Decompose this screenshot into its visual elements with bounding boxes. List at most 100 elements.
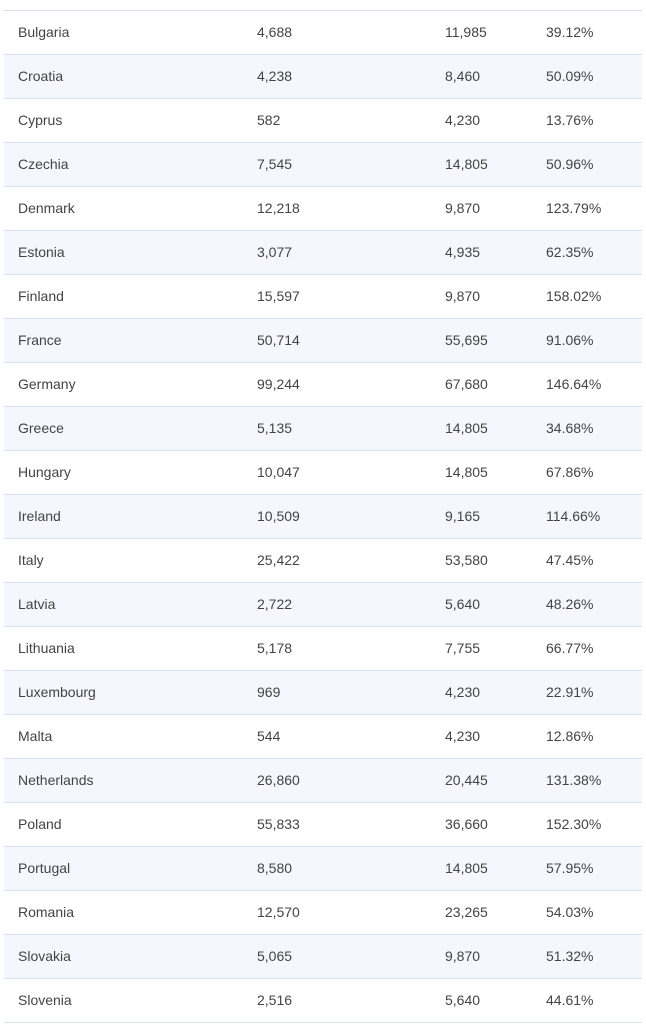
value-cell: 4,230: [445, 112, 481, 128]
table-row: Luxembourg 969 4,230 22.91%: [4, 671, 642, 715]
value-cell: 5,640: [445, 596, 481, 612]
table-row: Greece 5,135 14,805 34.68%: [4, 407, 642, 451]
table-row: France 50,714 55,695 91.06%: [4, 319, 642, 363]
country-cell: Luxembourg: [18, 684, 96, 700]
value-cell: 5,178: [257, 640, 293, 656]
table-row: Finland 15,597 9,870 158.02%: [4, 275, 642, 319]
value-cell: 969: [257, 684, 281, 700]
value-cell: 10,509: [257, 508, 300, 524]
country-cell: Malta: [18, 728, 53, 744]
percentage-cell: 48.26%: [546, 596, 594, 612]
country-cell: Czechia: [18, 156, 69, 172]
table-row: Poland 55,833 36,660 152.30%: [4, 803, 642, 847]
value-cell: 10,047: [257, 464, 300, 480]
value-cell: 8,580: [257, 860, 293, 876]
percentage-cell: 123.79%: [546, 200, 602, 216]
country-cell: Poland: [18, 816, 62, 832]
table-row: Estonia 3,077 4,935 62.35%: [4, 231, 642, 275]
percentage-cell: 39.12%: [546, 24, 594, 40]
value-cell: 2,722: [257, 596, 293, 612]
country-cell: Ireland: [18, 508, 61, 524]
value-cell: 5,640: [445, 992, 481, 1008]
value-cell: 7,755: [445, 640, 481, 656]
table-row: Hungary 10,047 14,805 67.86%: [4, 451, 642, 495]
value-cell: 23,265: [445, 904, 488, 920]
percentage-cell: 51.32%: [546, 948, 594, 964]
country-cell: Cyprus: [18, 112, 63, 128]
value-cell: 7,545: [257, 156, 293, 172]
value-cell: 4,935: [445, 244, 481, 260]
value-cell: 4,230: [445, 728, 481, 744]
percentage-cell: 50.96%: [546, 156, 594, 172]
table-row: Czechia 7,545 14,805 50.96%: [4, 143, 642, 187]
value-cell: 5,135: [257, 420, 293, 436]
value-cell: 14,805: [445, 156, 488, 172]
table-row: Croatia 4,238 8,460 50.09%: [4, 55, 642, 99]
percentage-cell: 146.64%: [546, 376, 602, 392]
table-row: Malta 544 4,230 12.86%: [4, 715, 642, 759]
percentage-cell: 50.09%: [546, 68, 594, 84]
value-cell: 2,516: [257, 992, 293, 1008]
country-cell: Portugal: [18, 860, 71, 876]
table-row: Latvia 2,722 5,640 48.26%: [4, 583, 642, 627]
value-cell: 4,230: [445, 684, 481, 700]
value-cell: 55,695: [445, 332, 488, 348]
value-cell: 12,218: [257, 200, 300, 216]
percentage-cell: 67.86%: [546, 464, 594, 480]
value-cell: 544: [257, 728, 281, 744]
value-cell: 9,165: [445, 508, 481, 524]
value-cell: 14,805: [445, 420, 488, 436]
percentage-cell: 57.95%: [546, 860, 594, 876]
table-row: Germany 99,244 67,680 146.64%: [4, 363, 642, 407]
country-cell: Bulgaria: [18, 24, 70, 40]
value-cell: 11,985: [445, 24, 487, 40]
country-cell: France: [18, 332, 62, 348]
value-cell: 9,870: [445, 288, 481, 304]
value-cell: 53,580: [445, 552, 488, 568]
table-row: Netherlands 26,860 20,445 131.38%: [4, 759, 642, 803]
value-cell: 26,860: [257, 772, 300, 788]
percentage-cell: 152.30%: [546, 816, 602, 832]
table-row: Lithuania 5,178 7,755 66.77%: [4, 627, 642, 671]
percentage-cell: 44.61%: [546, 992, 594, 1008]
value-cell: 582: [257, 112, 281, 128]
value-cell: 50,714: [257, 332, 300, 348]
value-cell: 67,680: [445, 376, 488, 392]
country-cell: Denmark: [18, 200, 75, 216]
percentage-cell: 47.45%: [546, 552, 594, 568]
percentage-cell: 13.76%: [546, 112, 594, 128]
value-cell: 15,597: [257, 288, 300, 304]
table-row: Denmark 12,218 9,870 123.79%: [4, 187, 642, 231]
table-row: Romania 12,570 23,265 54.03%: [4, 891, 642, 935]
country-cell: Romania: [18, 904, 75, 920]
value-cell: 12,570: [257, 904, 300, 920]
value-cell: 4,688: [257, 24, 293, 40]
value-cell: 25,422: [257, 552, 300, 568]
country-cell: Italy: [18, 552, 44, 568]
country-cell: Netherlands: [18, 772, 94, 788]
table-row: Cyprus 582 4,230 13.76%: [4, 99, 642, 143]
table-row: Slovakia 5,065 9,870 51.32%: [4, 935, 642, 979]
value-cell: 9,870: [445, 948, 481, 964]
country-cell: Lithuania: [18, 640, 75, 656]
percentage-cell: 114.66%: [546, 508, 601, 524]
table-row: Portugal 8,580 14,805 57.95%: [4, 847, 642, 891]
percentage-cell: 131.38%: [546, 772, 602, 788]
value-cell: 14,805: [445, 464, 488, 480]
country-cell: Greece: [18, 420, 64, 436]
country-cell: Slovenia: [18, 992, 72, 1008]
country-cell: Estonia: [18, 244, 65, 260]
table-row: Italy 25,422 53,580 47.45%: [4, 539, 642, 583]
country-cell: Slovakia: [18, 948, 71, 964]
value-cell: 55,833: [257, 816, 300, 832]
value-cell: 14,805: [445, 860, 488, 876]
percentage-cell: 158.02%: [546, 288, 602, 304]
value-cell: 9,870: [445, 200, 481, 216]
value-cell: 8,460: [445, 68, 481, 84]
value-cell: 3,077: [257, 244, 293, 260]
country-cell: Croatia: [18, 68, 64, 84]
percentage-cell: 22.91%: [546, 684, 594, 700]
value-cell: 36,660: [445, 816, 488, 832]
value-cell: 20,445: [445, 772, 488, 788]
percentage-cell: 54.03%: [546, 904, 594, 920]
